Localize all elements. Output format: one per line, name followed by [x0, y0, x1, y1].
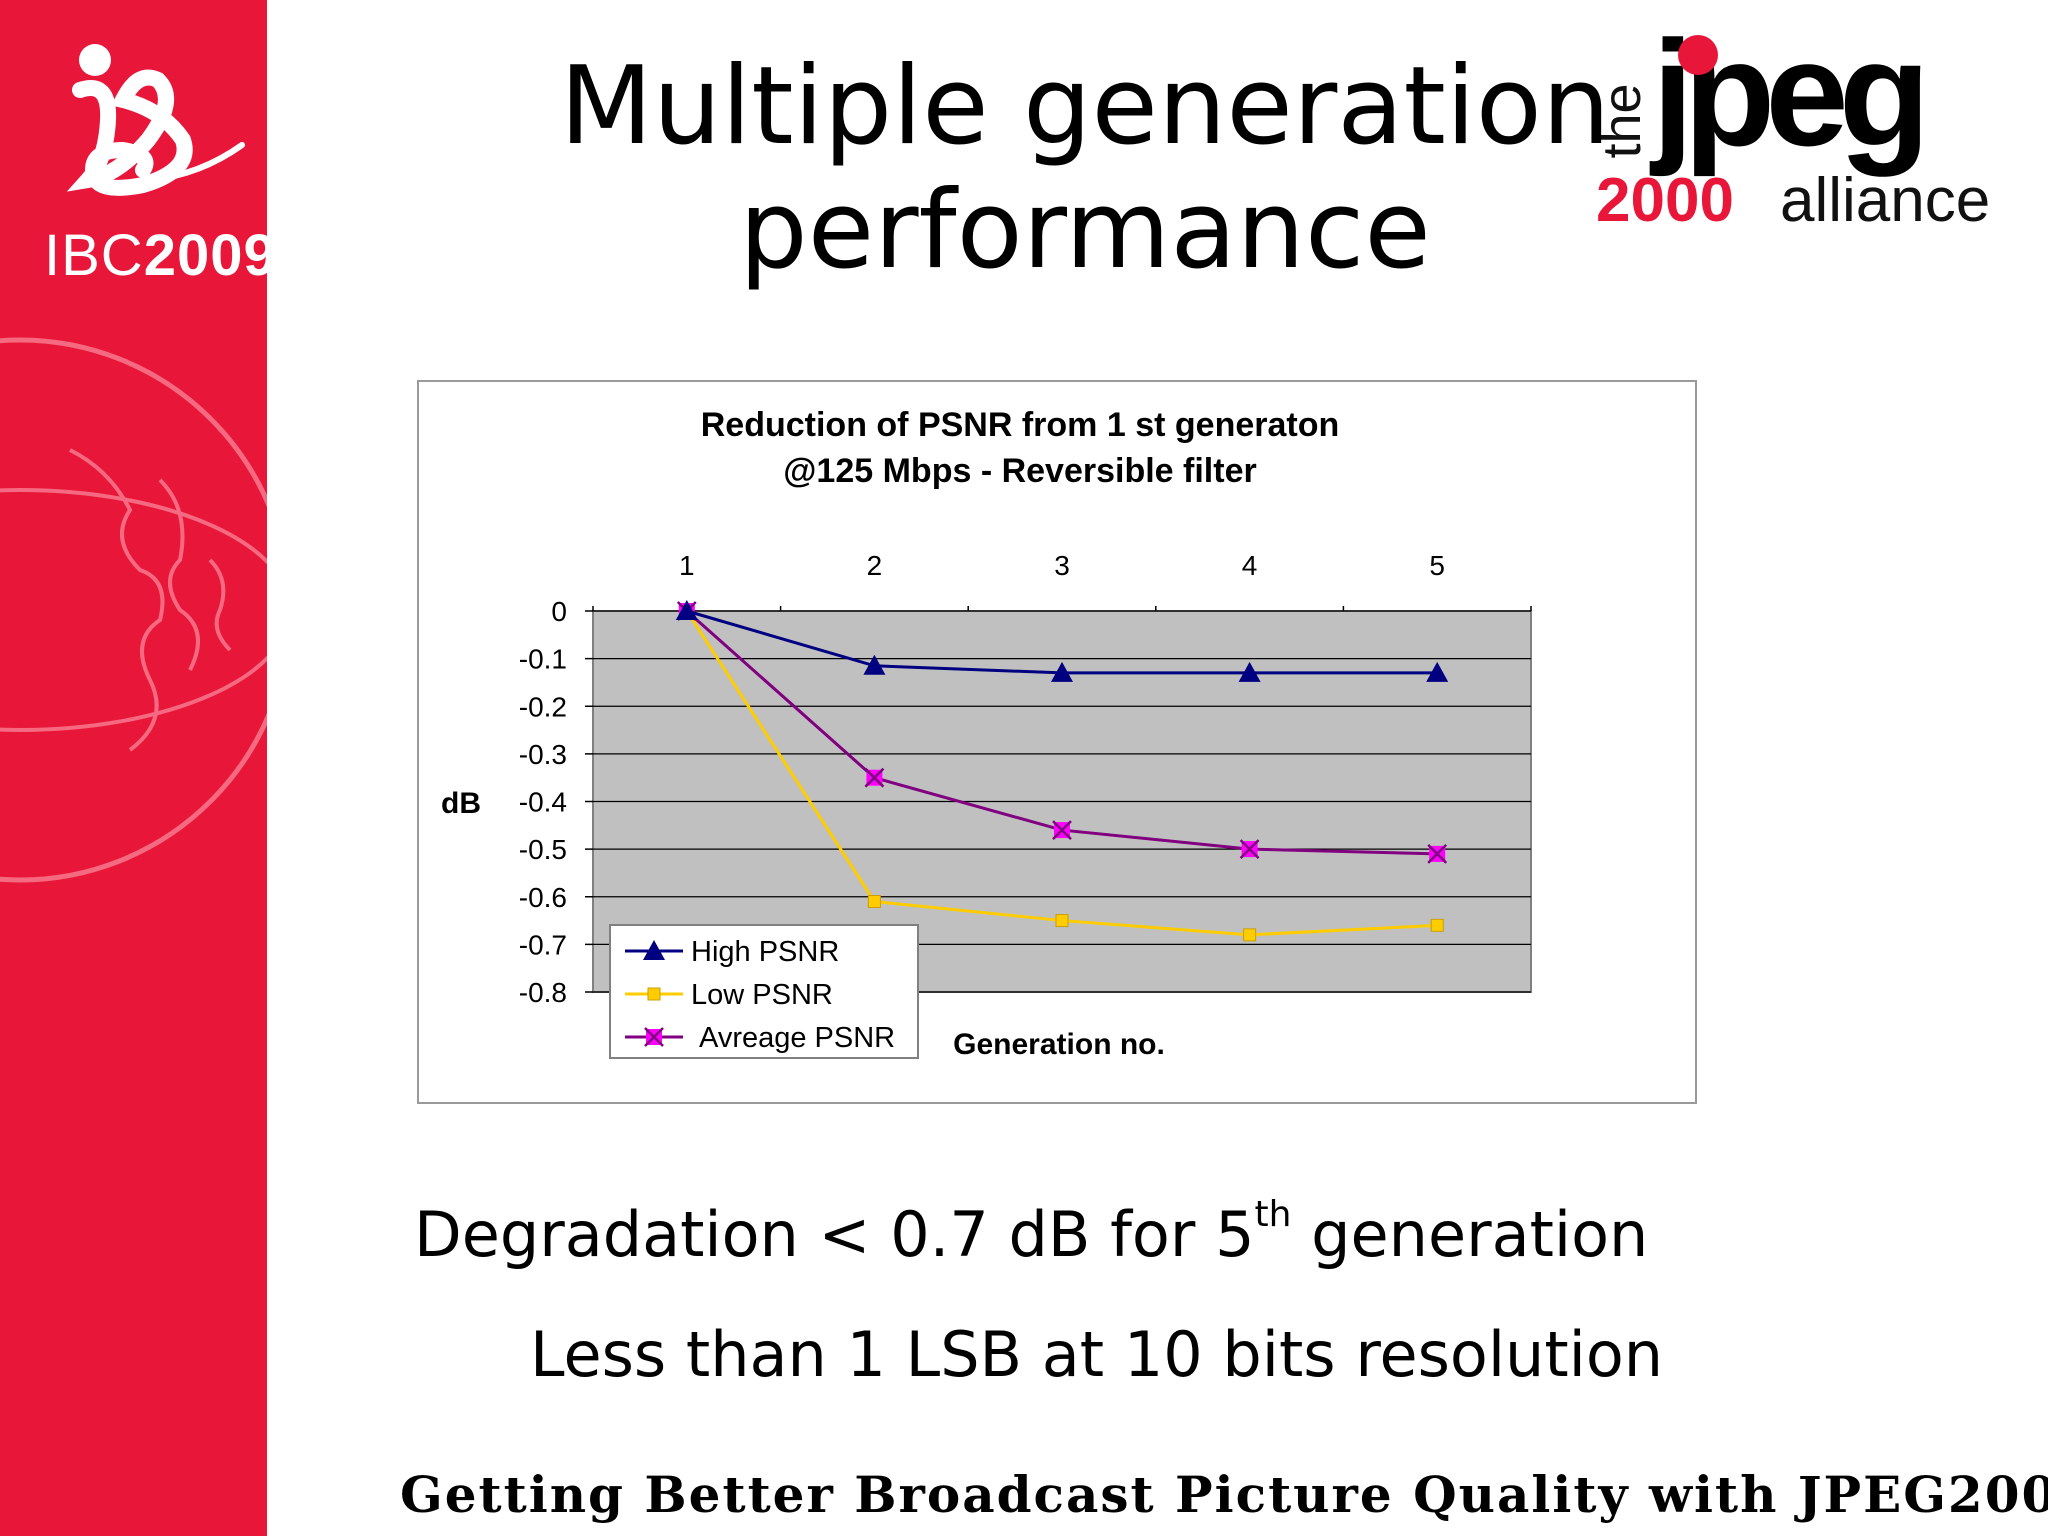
y-tick-label: -0.4: [519, 787, 567, 818]
data-point: [1427, 844, 1448, 864]
y-tick-label: -0.2: [519, 691, 567, 722]
degradation-statement: Degradation < 0.7 dB for 5th generation: [414, 1194, 1649, 1271]
chart-legend: High PSNR Low PSNR Avreage PSNR: [609, 924, 919, 1059]
x-tick-label: 3: [1054, 550, 1070, 581]
series-layer: [675, 600, 1449, 942]
logo-2000: 2000: [1596, 166, 1734, 235]
data-point: [1426, 661, 1449, 682]
data-point: [1239, 839, 1260, 860]
chart-title: Reduction of PSNR from 1 st generaton: [701, 406, 1340, 444]
footer-tagline: Getting Better Broadcast Picture Quality…: [400, 1465, 2048, 1524]
y-tick-label: 0: [551, 596, 567, 627]
jpeg2000-alliance-logo: the jpeg 2000 alliance: [1590, 18, 2030, 235]
ibc-label-year: 2009: [143, 223, 267, 288]
title-line-1: Multiple generation: [559, 44, 1611, 169]
data-point: [864, 767, 885, 788]
globe-watermark: [0, 337, 267, 883]
logo-alliance: alliance: [1780, 166, 1991, 235]
y-tick-label: -0.7: [519, 929, 567, 960]
y-tick-label: -0.5: [519, 834, 567, 865]
data-point: [863, 654, 886, 675]
legend-swatch-marker: [644, 1027, 664, 1047]
data-point: [1243, 928, 1257, 942]
y-axis-label: dB: [441, 787, 481, 820]
x-tick-label: 2: [867, 550, 883, 581]
chart-subtitle: @125 Mbps - Reversible filter: [783, 452, 1256, 490]
x-tick-label: 1: [679, 550, 695, 581]
ibc-logo: [66, 44, 245, 196]
data-point: [867, 895, 881, 909]
logo-red-dot: [1678, 35, 1718, 75]
data-point: [1430, 918, 1444, 932]
lsb-statement: Less than 1 LSB at 10 bits resolution: [530, 1318, 1664, 1391]
y-tick-label: -0.8: [519, 977, 567, 1008]
data-point: [1052, 820, 1072, 840]
legend-label: High PSNR: [691, 936, 839, 968]
x-tick-labels: 1 2 3 4 5: [679, 550, 1445, 581]
title-line-2: performance: [739, 168, 1431, 293]
y-tick-label: -0.1: [519, 644, 567, 675]
degradation-text: Degradation < 0.7 dB for 5: [414, 1198, 1255, 1271]
legend-label: Avreage PSNR: [699, 1022, 895, 1054]
y-tick-label: -0.6: [519, 882, 567, 913]
degradation-text-end: generation: [1291, 1198, 1649, 1271]
psnr-chart: Reduction of PSNR from 1 st generaton @1…: [417, 380, 1697, 1104]
y-tick-labels: 0 -0.1 -0.2 -0.3 -0.4 -0.5 -0.6 -0.7 -0.8: [519, 596, 567, 1008]
page-title: Multiple generation performance: [540, 45, 1630, 293]
x-axis-label: Generation no.: [953, 1028, 1165, 1061]
legend-label: Low PSNR: [691, 979, 833, 1011]
data-point: [1238, 661, 1261, 682]
legend-swatch-marker: [643, 940, 665, 960]
data-point: [675, 600, 698, 620]
data-point: [1051, 661, 1073, 682]
data-point: [1055, 914, 1069, 928]
x-tick-label: 4: [1242, 550, 1258, 581]
ibc-label-prefix: IBC: [44, 223, 144, 288]
chart-svg: Reduction of PSNR from 1 st generaton @1…: [441, 406, 1532, 1061]
x-tick-label: 5: [1429, 550, 1445, 581]
ordinal-suffix: th: [1254, 1194, 1292, 1235]
ibc-year-label: IBC2009: [44, 222, 267, 289]
legend-swatch-marker: [647, 987, 661, 1001]
logo-the: the: [1592, 83, 1652, 159]
y-tick-label: -0.3: [519, 739, 567, 770]
brand-sidebar: IBC2009: [0, 0, 267, 1536]
